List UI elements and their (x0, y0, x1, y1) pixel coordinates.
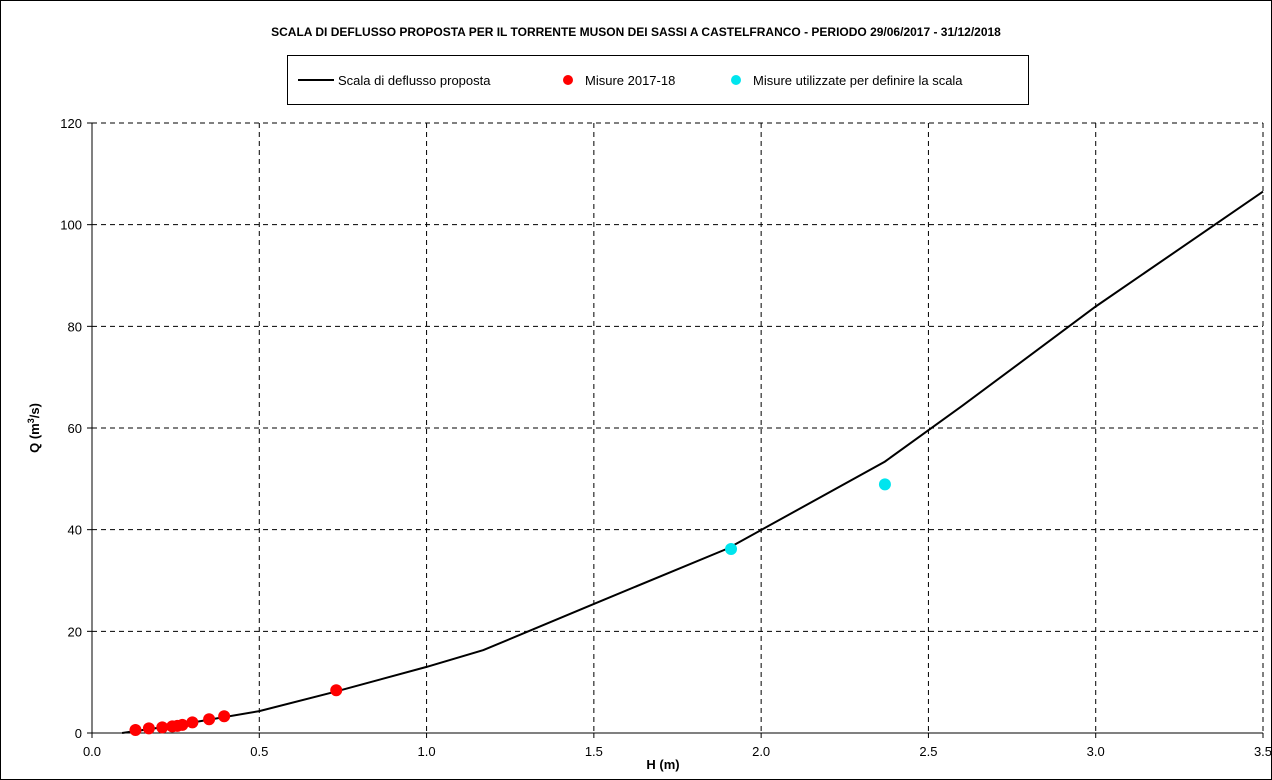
x-tick-label: 1.0 (418, 744, 436, 759)
measure-2017-18-point (156, 721, 169, 734)
measure-2017-18-point (203, 713, 216, 726)
x-tick-label: 2.5 (919, 744, 937, 759)
measure-2017-18-point (176, 718, 189, 731)
y-tick-label: 20 (68, 624, 82, 639)
legend-line-swatch (298, 79, 334, 81)
measure-used-point (725, 542, 738, 555)
legend-item-measures-2017-18: Misure 2017-18 (563, 56, 675, 104)
x-tick-label: 2.0 (752, 744, 770, 759)
grid-lines (92, 122, 1264, 733)
x-tick-label: 0.0 (83, 744, 101, 759)
y-tick-label: 60 (68, 421, 82, 436)
legend-label-measures-used: Misure utilizzate per definire la scala (753, 72, 963, 88)
x-tick-label: 1.5 (585, 744, 603, 759)
legend-label-rating-curve: Scala di deflusso proposta (338, 72, 491, 88)
measure-2017-18-point (129, 723, 142, 736)
y-tick-label: 80 (68, 319, 82, 334)
y-axis-title-tail: /s) (27, 403, 42, 418)
y-tick-label: 120 (60, 116, 82, 131)
legend-item-measures-used: Misure utilizzate per definire la scala (731, 56, 963, 104)
rating-curve-line (121, 190, 1264, 734)
x-tick-label: 0.5 (250, 744, 268, 759)
data-series (121, 190, 1264, 736)
y-axis-title: Q (m3/s) (26, 403, 42, 453)
x-tick-label: 3.0 (1087, 744, 1105, 759)
measure-2017-18-point (142, 722, 155, 735)
measure-2017-18-point (218, 710, 231, 723)
axes (87, 122, 1264, 738)
measure-2017-18-point (186, 716, 199, 729)
x-axis-title: H (m) (646, 757, 679, 772)
legend-cyan-dot-swatch (731, 75, 741, 85)
chart-title: SCALA DI DEFLUSSO PROPOSTA PER IL TORREN… (271, 25, 1001, 39)
legend-red-dot-swatch (563, 75, 573, 85)
x-tick-label: 3.5 (1254, 744, 1271, 759)
y-tick-label: 0 (75, 726, 82, 741)
measure-used-point (878, 478, 891, 491)
measure-2017-18-point (330, 684, 343, 697)
y-axis-title-superscript: 3 (26, 418, 36, 423)
legend-label-measures-2017-18: Misure 2017-18 (585, 72, 676, 88)
tick-labels: 0 20 40 60 80 100 120 0.0 0.5 1.0 1.5 2.0 2.5 3.0 3.5 (60, 116, 1271, 759)
y-tick-label: 40 (68, 523, 82, 538)
y-tick-label: 100 (60, 218, 82, 233)
chart-legend: Scala di deflusso proposta Misure 2017-1… (287, 55, 1029, 105)
y-axis-title-main: Q (m (27, 423, 42, 453)
legend-item-rating-curve: Scala di deflusso proposta (298, 56, 490, 104)
